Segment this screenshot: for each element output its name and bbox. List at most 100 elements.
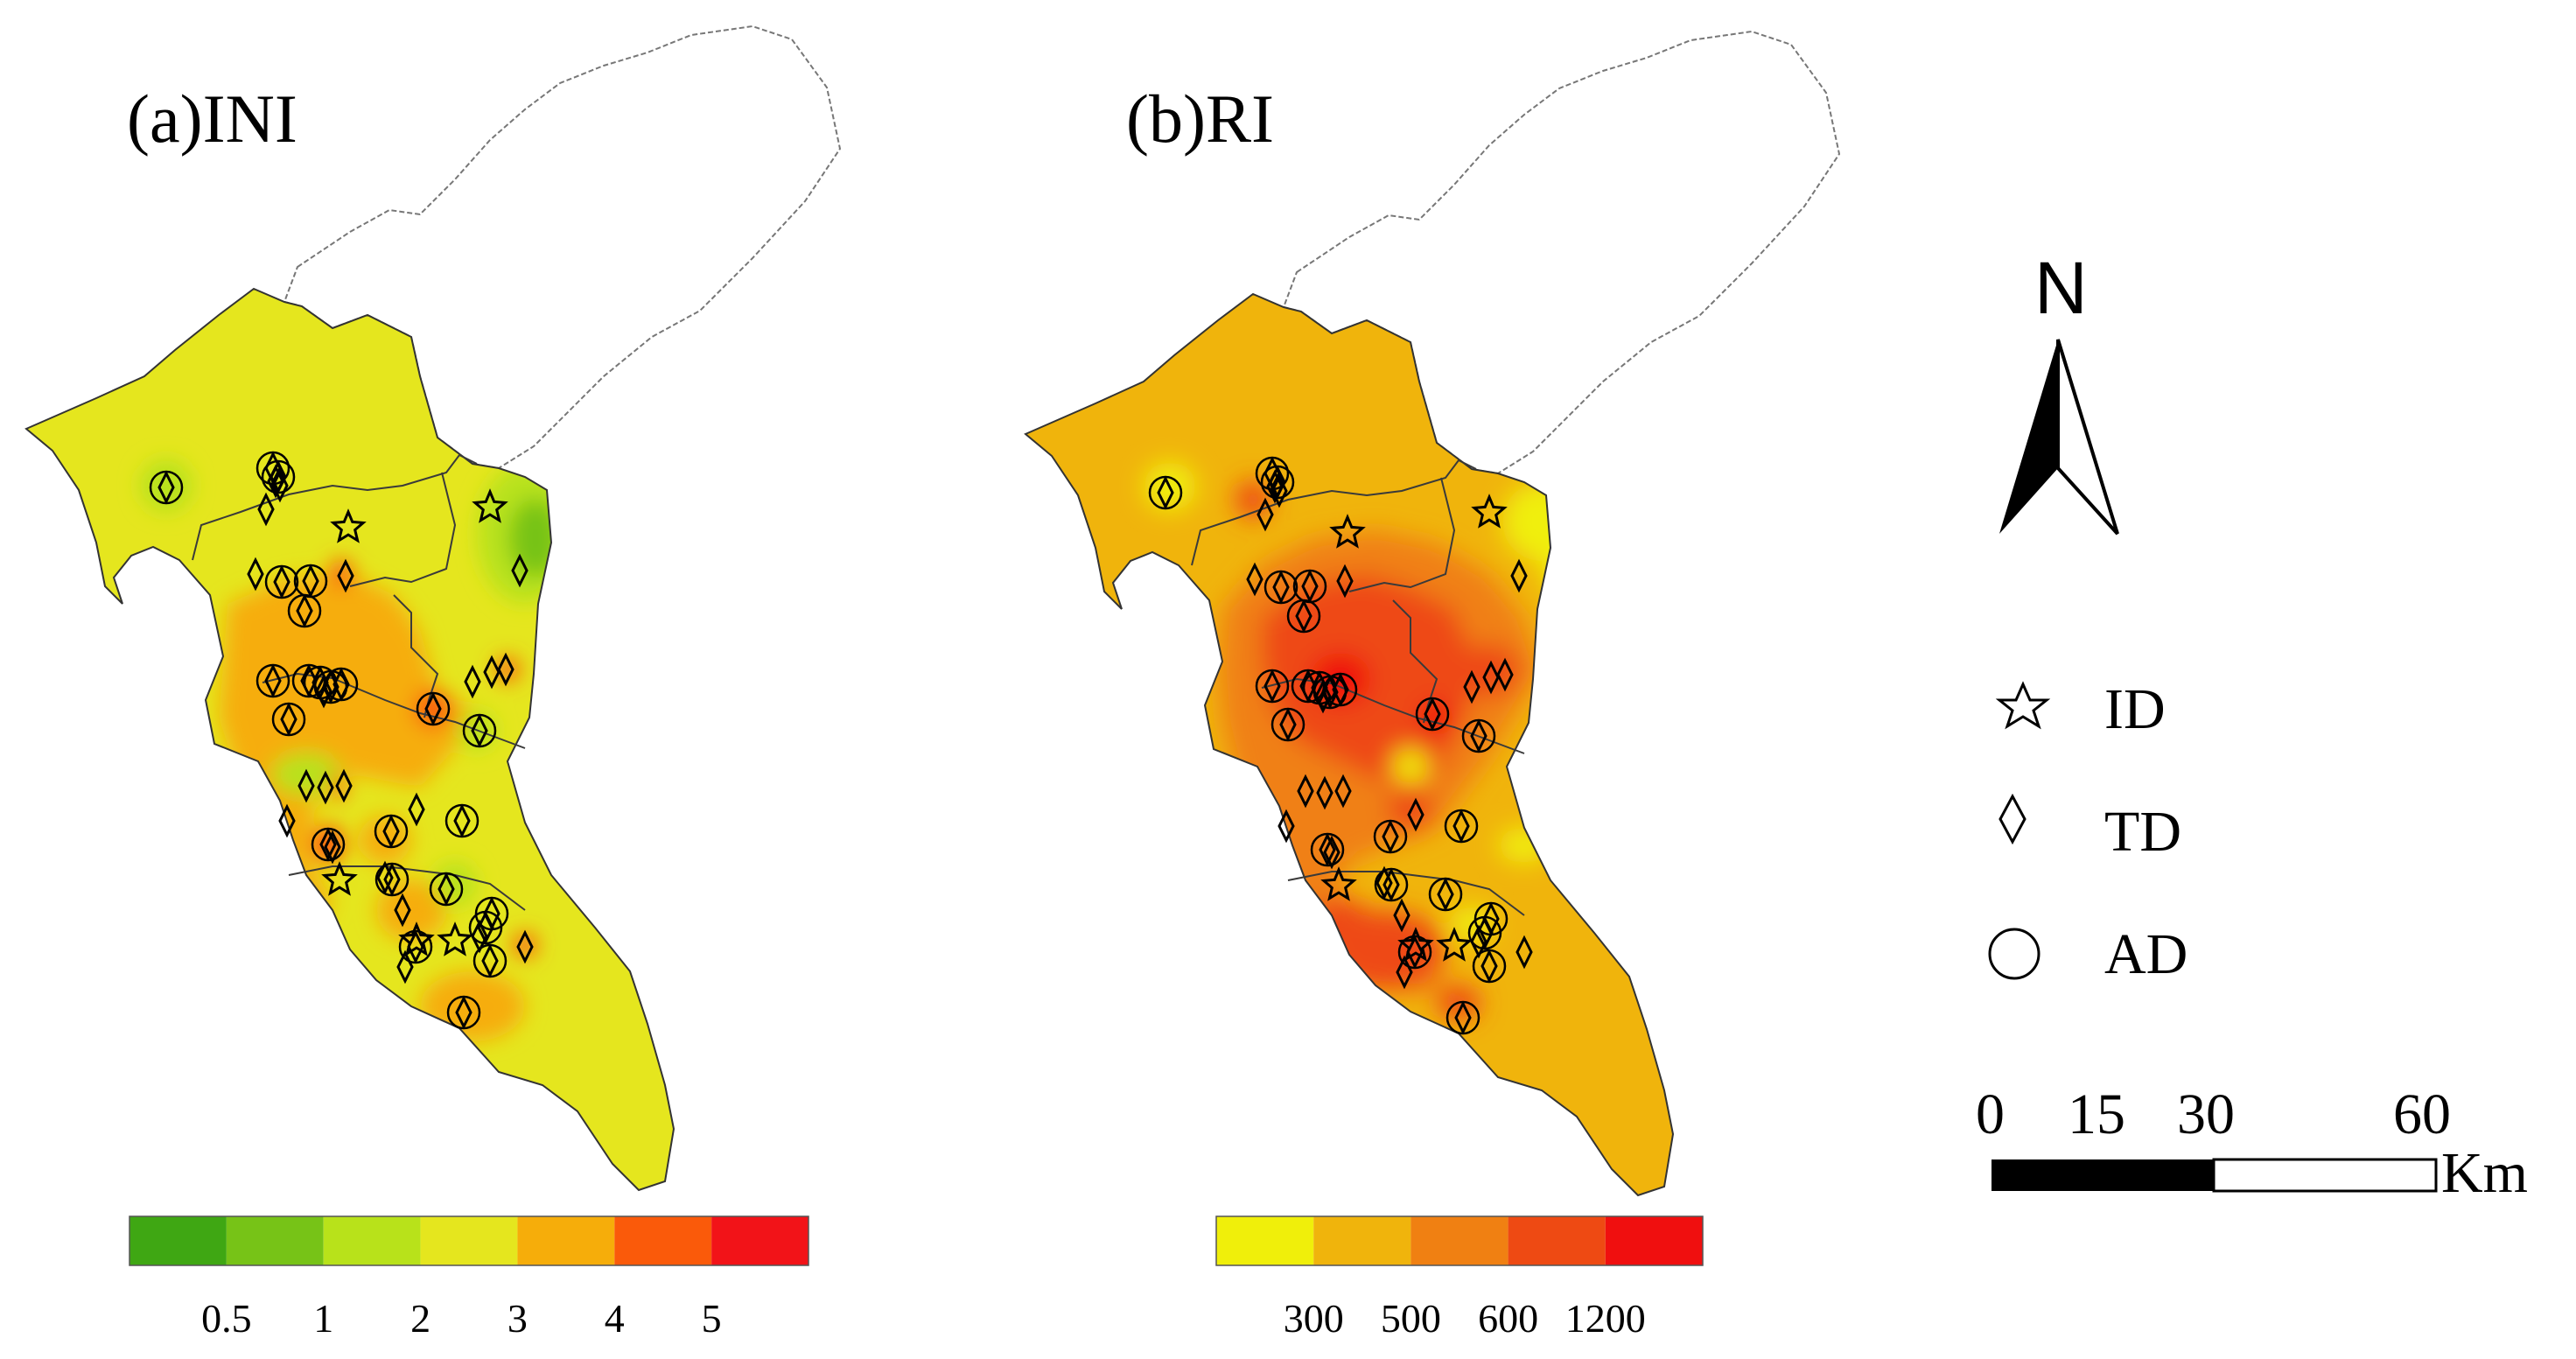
legend-label-ad: AD xyxy=(2104,922,2188,986)
ri-legend-tick-label: 300 xyxy=(1284,1296,1344,1341)
diamond-icon xyxy=(1319,832,1336,867)
diamond-icon xyxy=(1516,935,1533,970)
diamond-icon xyxy=(1334,774,1352,809)
symbol-legend: ID TD AD xyxy=(1988,677,2188,986)
diamond-icon xyxy=(317,770,334,805)
diamond-icon xyxy=(438,872,455,907)
ini-legend-tick-label: 3 xyxy=(508,1296,528,1341)
ini-legend-swatch-5 xyxy=(517,1216,615,1265)
panel-a-map: (a)INI xyxy=(25,25,842,1191)
ini-legend-tick-label: 4 xyxy=(605,1296,625,1341)
scale-tick-0: 0 xyxy=(1976,1082,2005,1146)
diamond-icon xyxy=(271,468,289,503)
diamond-icon xyxy=(1264,669,1281,704)
ini-legend-swatch-6 xyxy=(614,1216,712,1265)
diamond-icon xyxy=(1157,475,1174,510)
diamond-icon xyxy=(1323,835,1340,870)
diamond-icon xyxy=(1272,570,1290,605)
diamond-icon xyxy=(376,860,394,895)
diamond-icon xyxy=(1998,793,2026,845)
diamond-icon xyxy=(464,664,481,699)
diamond-icon xyxy=(1376,865,1393,900)
panel-b-sample-sites xyxy=(1148,456,1533,1035)
diamond-icon xyxy=(158,470,175,505)
ri-legend-swatch-2 xyxy=(1313,1216,1411,1265)
diamond-icon xyxy=(382,814,400,849)
panel-b-outline xyxy=(1282,30,1841,475)
diamond-icon xyxy=(1316,775,1334,810)
star-icon xyxy=(1329,514,1366,549)
legend-row-td: TD xyxy=(1998,793,2181,864)
diamond-icon xyxy=(302,564,319,599)
diamond-icon xyxy=(264,663,282,698)
star-icon xyxy=(437,921,473,956)
diamond-icon xyxy=(481,943,499,978)
diamond-icon xyxy=(516,929,534,964)
diamond-icon xyxy=(1332,672,1349,707)
scale-tick-60: 60 xyxy=(2393,1082,2451,1146)
diamond-icon xyxy=(511,553,528,588)
diamond-icon xyxy=(1452,809,1470,844)
diamond-icon xyxy=(383,862,401,897)
diamond-icon xyxy=(298,768,315,803)
north-label: N xyxy=(2034,247,2088,329)
diamond-icon xyxy=(1470,718,1488,753)
diamond-icon xyxy=(1496,657,1514,692)
diamond-icon xyxy=(396,949,414,984)
ini-legend-tick-label: 5 xyxy=(702,1296,722,1341)
diamond-icon xyxy=(1256,497,1274,532)
diamond-icon xyxy=(1382,867,1400,902)
diamond-icon xyxy=(257,492,275,527)
ri-color-legend: 300 500 600 1200 xyxy=(1215,1215,1704,1341)
diamond-icon xyxy=(1407,797,1424,832)
star-icon xyxy=(1995,681,2051,730)
north-arrow-icon xyxy=(1999,339,2119,536)
ini-legend-swatch-3 xyxy=(323,1216,421,1265)
scale-bar: 0 15 30 60 Km xyxy=(1976,1082,2528,1205)
diamond-icon xyxy=(408,792,425,827)
ri-legend-tick-label: 600 xyxy=(1478,1296,1538,1341)
ini-legend-swatch-7 xyxy=(711,1216,808,1265)
diamond-icon xyxy=(483,655,500,690)
ri-legend-swatch-1 xyxy=(1216,1216,1314,1265)
diamond-icon xyxy=(1480,949,1498,984)
diamond-icon xyxy=(1406,935,1424,970)
ini-legend-tick-label: 0.5 xyxy=(201,1296,252,1341)
diamond-icon xyxy=(315,674,332,709)
ini-legend-swatch-4 xyxy=(420,1216,518,1265)
legend-label-td: TD xyxy=(2104,800,2181,864)
diamond-icon xyxy=(453,803,471,838)
diamond-icon xyxy=(335,768,353,803)
diamond-icon xyxy=(278,803,296,838)
ri-legend-swatch-3 xyxy=(1410,1216,1508,1265)
diamond-icon xyxy=(337,558,354,593)
diamond-icon xyxy=(1463,669,1480,704)
diamond-icon xyxy=(471,713,488,748)
circle-icon xyxy=(1988,928,2040,980)
diamond-icon xyxy=(247,557,264,592)
ini-legend-tick-label: 2 xyxy=(410,1296,430,1341)
scale-tick-30: 30 xyxy=(2177,1082,2235,1146)
diamond-icon xyxy=(1314,679,1332,714)
star-icon xyxy=(330,508,367,543)
diamond-icon xyxy=(1269,465,1286,500)
scale-bar-white xyxy=(2212,1158,2438,1193)
diamond-icon xyxy=(1393,898,1410,933)
star-icon xyxy=(321,861,358,896)
scale-bar-black xyxy=(1992,1159,2214,1191)
diamond-icon xyxy=(407,929,424,964)
diamond-icon xyxy=(1270,473,1288,508)
scale-tick-15: 15 xyxy=(2068,1082,2125,1146)
diamond-icon xyxy=(1297,774,1314,809)
diamond-icon xyxy=(273,564,290,599)
panel-a-title: (a)INI xyxy=(127,81,298,157)
ri-legend-swatch-5 xyxy=(1605,1216,1703,1265)
diamond-icon xyxy=(1336,564,1354,599)
panel-b-map: (b)RI xyxy=(1025,30,1841,1196)
diamond-icon xyxy=(1396,955,1413,990)
diamond-icon xyxy=(1246,562,1264,597)
legend-row-id: ID xyxy=(1995,677,2166,741)
scale-unit: Km xyxy=(2441,1141,2528,1205)
ini-color-legend: 0.5 1 2 3 4 5 xyxy=(129,1215,809,1341)
